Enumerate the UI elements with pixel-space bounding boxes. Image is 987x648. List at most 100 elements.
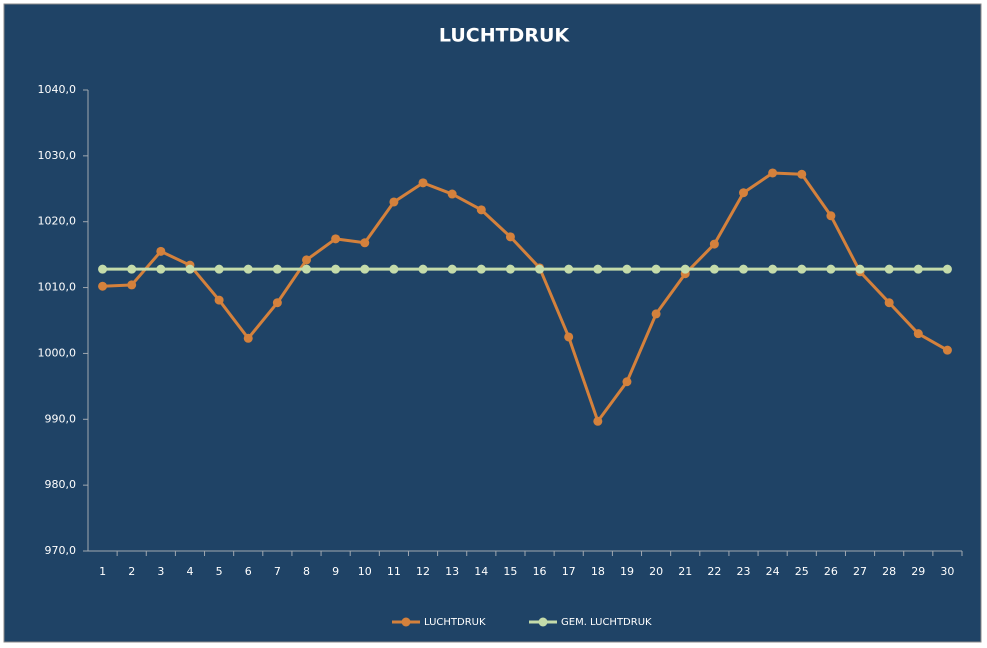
data-point — [214, 264, 224, 274]
x-tick-label: 21 — [678, 565, 692, 578]
x-tick-label: 15 — [503, 565, 517, 578]
data-point — [651, 264, 661, 274]
data-point — [185, 264, 195, 274]
y-tick-label: 1010,0 — [38, 281, 77, 294]
data-point — [418, 264, 428, 274]
data-point — [535, 264, 545, 274]
data-point — [564, 264, 574, 274]
data-point — [360, 238, 370, 248]
y-tick-label: 1000,0 — [38, 346, 77, 359]
x-tick-label: 8 — [303, 565, 310, 578]
data-point — [156, 264, 166, 274]
data-point — [331, 264, 341, 274]
legend-label: GEM. LUCHTDRUK — [561, 617, 652, 628]
data-point — [797, 264, 807, 274]
data-point — [331, 234, 341, 244]
y-tick-label: 990,0 — [45, 412, 77, 425]
x-tick-label: 25 — [795, 565, 809, 578]
data-point — [447, 189, 457, 199]
data-point — [680, 264, 690, 274]
legend-label: LUCHTDRUK — [424, 617, 486, 628]
data-point — [360, 264, 370, 274]
x-tick-label: 20 — [649, 565, 663, 578]
x-tick-label: 6 — [245, 565, 252, 578]
data-point — [768, 168, 778, 178]
data-point — [505, 232, 515, 242]
x-tick-label: 5 — [216, 565, 223, 578]
data-point — [884, 298, 894, 308]
data-point — [709, 264, 719, 274]
data-point — [826, 264, 836, 274]
x-tick-label: 26 — [824, 565, 838, 578]
data-point — [709, 239, 719, 249]
x-tick-label: 9 — [332, 565, 339, 578]
y-tick-label: 1020,0 — [38, 215, 77, 228]
data-point — [739, 188, 748, 198]
y-tick-label: 1030,0 — [38, 149, 77, 162]
x-tick-label: 4 — [186, 565, 193, 578]
data-point — [651, 309, 661, 319]
data-point — [447, 264, 457, 274]
x-tick-label: 23 — [737, 565, 751, 578]
data-point — [127, 264, 137, 274]
x-tick-label: 19 — [620, 565, 634, 578]
data-point — [127, 280, 137, 290]
data-point — [505, 264, 515, 274]
x-tick-label: 22 — [707, 565, 721, 578]
x-tick-label: 16 — [533, 565, 547, 578]
data-point — [622, 264, 632, 274]
x-tick-label: 3 — [157, 565, 164, 578]
data-point — [622, 377, 632, 387]
chart-background — [3, 3, 982, 643]
data-point — [389, 264, 399, 274]
data-point — [156, 246, 166, 256]
x-tick-label: 24 — [766, 565, 780, 578]
x-tick-label: 1 — [99, 565, 106, 578]
x-tick-label: 29 — [911, 565, 925, 578]
x-tick-label: 17 — [562, 565, 576, 578]
x-tick-label: 11 — [387, 565, 401, 578]
chart-title: LUCHTDRUK — [439, 25, 570, 47]
data-point — [243, 264, 253, 274]
y-tick-label: 1040,0 — [38, 83, 77, 96]
data-point — [564, 332, 574, 342]
data-point — [389, 197, 399, 207]
legend-marker — [538, 617, 548, 627]
data-point — [302, 255, 311, 265]
data-point — [98, 264, 108, 274]
data-point — [272, 298, 282, 308]
x-tick-label: 7 — [274, 565, 281, 578]
x-tick-label: 2 — [128, 565, 135, 578]
data-point — [593, 416, 603, 426]
series-line — [102, 171, 949, 423]
x-tick-label: 27 — [853, 565, 867, 578]
data-point — [302, 264, 311, 274]
x-tick-label: 30 — [940, 565, 954, 578]
data-point — [593, 264, 603, 274]
data-point — [768, 264, 778, 274]
x-tick-label: 10 — [358, 565, 372, 578]
data-point — [243, 333, 253, 343]
data-point — [826, 211, 836, 221]
y-tick-label: 970,0 — [45, 544, 77, 557]
data-point — [942, 264, 952, 274]
data-point — [476, 205, 486, 215]
data-point — [418, 178, 428, 188]
data-point — [855, 264, 865, 274]
data-point — [884, 264, 894, 274]
data-point — [913, 264, 923, 274]
x-tick-label: 14 — [474, 565, 488, 578]
data-point — [98, 281, 108, 291]
x-tick-label: 28 — [882, 565, 896, 578]
x-tick-label: 12 — [416, 565, 430, 578]
legend-marker — [401, 617, 411, 627]
y-tick-label: 980,0 — [45, 478, 77, 491]
data-point — [942, 345, 952, 355]
data-point — [913, 329, 923, 339]
data-point — [797, 169, 807, 179]
data-point — [476, 264, 486, 274]
data-point — [739, 264, 748, 274]
x-tick-label: 13 — [445, 565, 459, 578]
data-point — [214, 295, 224, 305]
